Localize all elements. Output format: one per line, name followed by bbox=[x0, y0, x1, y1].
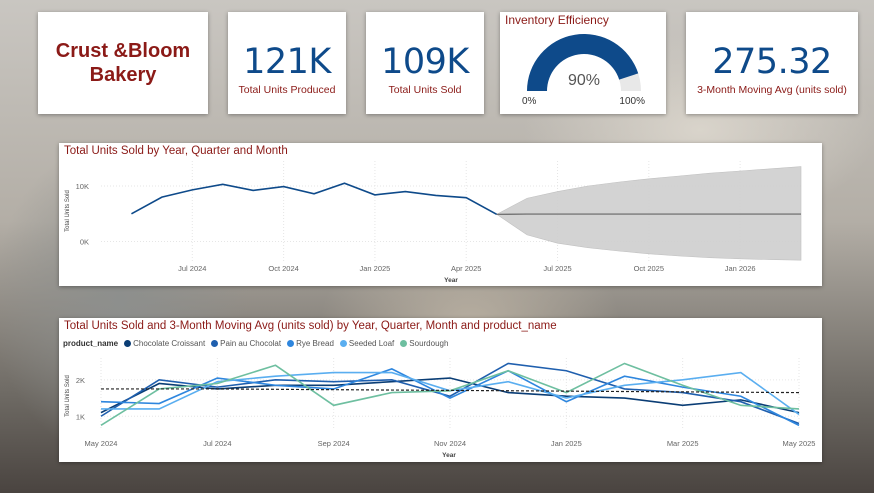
kpi-value: 275.32 bbox=[712, 42, 832, 82]
y-tick-label: 0K bbox=[80, 238, 89, 247]
kpi-label: Total Units Sold bbox=[388, 84, 462, 96]
gauge-max-label: 100% bbox=[619, 96, 645, 107]
x-axis-title: Year bbox=[444, 277, 458, 284]
gauge-fill bbox=[527, 33, 639, 91]
forecast-confidence-band bbox=[496, 166, 802, 261]
y-tick-label: 2K bbox=[76, 376, 85, 385]
series-line-sourdough bbox=[100, 362, 800, 427]
legend-dot bbox=[124, 340, 132, 347]
legend-title: product_name bbox=[63, 339, 119, 348]
legend-item[interactable]: Pain au Chocolat bbox=[211, 339, 281, 348]
x-tick-label: Mar 2025 bbox=[667, 439, 699, 448]
x-tick-label: Oct 2025 bbox=[634, 264, 664, 273]
legend-label: Rye Bread bbox=[296, 339, 334, 348]
legend-item[interactable]: Rye Bread bbox=[287, 339, 334, 348]
x-tick-label: Oct 2024 bbox=[268, 264, 298, 273]
legend-dot bbox=[400, 340, 408, 347]
legend-item[interactable]: Seeded Loaf bbox=[339, 339, 395, 348]
gauge-card-inventory-efficiency[interactable]: Inventory Efficiency 90% 0% 100% bbox=[500, 12, 666, 114]
kpi-value: 121K bbox=[243, 42, 331, 82]
x-tick-label: Sep 2024 bbox=[318, 439, 350, 448]
x-tick-label: Jan 2025 bbox=[551, 439, 582, 448]
kpi-value: 109K bbox=[381, 42, 469, 82]
legend-label: Pain au Chocolat bbox=[220, 339, 282, 348]
legend-label: Chocolate Croissant bbox=[133, 339, 206, 348]
moving-average-line bbox=[101, 388, 800, 394]
legend-label: Seeded Loaf bbox=[348, 339, 395, 348]
x-tick-label: Apr 2025 bbox=[451, 264, 481, 273]
series-line-rye-bread bbox=[100, 368, 800, 427]
legend-dot bbox=[339, 340, 347, 347]
x-axis-title: Year bbox=[442, 452, 456, 459]
series-line-pain-au-chocolat bbox=[100, 362, 800, 425]
gauge-title: Inventory Efficiency bbox=[505, 13, 609, 27]
product-units-sold-chart[interactable]: Total Units Sold and 3-Month Moving Avg … bbox=[59, 318, 822, 462]
bakery-logo-text: Crust &Bloom Bakery bbox=[55, 40, 191, 86]
chart-legend: product_name Chocolate Croissant Pain au… bbox=[63, 339, 448, 348]
x-tick-label: Jan 2025 bbox=[359, 264, 390, 273]
x-tick-label: Jul 2024 bbox=[203, 439, 231, 448]
legend-label: Sourdough bbox=[409, 339, 449, 348]
legend-item[interactable]: Sourdough bbox=[400, 339, 448, 348]
kpi-card-units-sold[interactable]: 109K Total Units Sold bbox=[366, 12, 484, 114]
gauge-min-label: 0% bbox=[522, 96, 537, 107]
chart-title: Total Units Sold by Year, Quarter and Mo… bbox=[64, 145, 288, 157]
legend-item[interactable]: Chocolate Croissant bbox=[124, 339, 205, 348]
logo-card: Crust &Bloom Bakery bbox=[38, 12, 208, 114]
x-tick-label: May 2025 bbox=[783, 439, 816, 448]
units-sold-forecast-chart[interactable]: Total Units Sold by Year, Quarter and Mo… bbox=[59, 143, 822, 286]
gauge-value-label: 90% bbox=[568, 72, 600, 89]
kpi-card-moving-average[interactable]: 275.32 3-Month Moving Avg (units sold) bbox=[686, 12, 858, 114]
y-axis-title: Total Units Sold bbox=[65, 190, 71, 232]
legend-dot bbox=[211, 340, 219, 347]
x-tick-label: May 2024 bbox=[85, 439, 118, 448]
chart-title: Total Units Sold and 3-Month Moving Avg … bbox=[64, 320, 557, 332]
kpi-label: 3-Month Moving Avg (units sold) bbox=[697, 84, 847, 96]
x-tick-label: Jan 2026 bbox=[725, 264, 756, 273]
x-tick-label: Nov 2024 bbox=[434, 439, 466, 448]
legend-dot bbox=[287, 340, 295, 347]
gauge-svg: 90% 0% 100% bbox=[522, 33, 645, 107]
kpi-label: Total Units Produced bbox=[238, 84, 336, 96]
product-line-chart-svg: May 2024 Jul 2024 Sep 2024 Nov 2024 Jan 2025… bbox=[65, 358, 816, 459]
forecast-line-chart-svg: Jul 2024 Oct 2024 Jan 2025 Apr 2025 Jul 2025… bbox=[65, 161, 802, 284]
x-tick-label: Jul 2025 bbox=[543, 264, 571, 273]
y-axis-title: Total Units Sold bbox=[65, 375, 71, 417]
y-tick-label: 1K bbox=[76, 412, 85, 421]
units-sold-line bbox=[131, 182, 498, 216]
kpi-card-units-produced[interactable]: 121K Total Units Produced bbox=[228, 12, 346, 114]
x-tick-label: Jul 2024 bbox=[178, 264, 206, 273]
y-tick-label: 10K bbox=[76, 182, 89, 191]
